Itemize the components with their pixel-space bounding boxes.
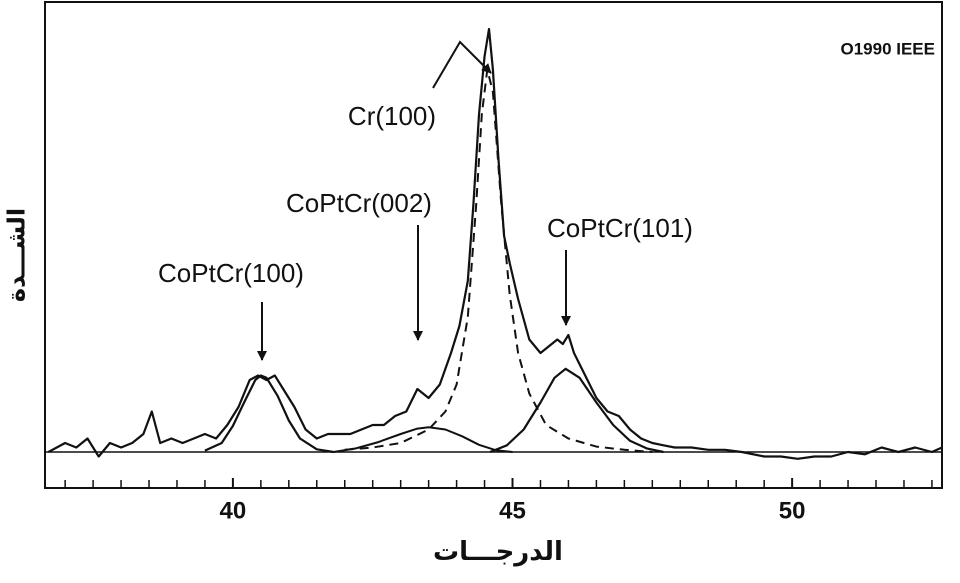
annotation: Cr(100) <box>348 101 436 131</box>
annotation: CoPtCr(100) <box>158 258 304 288</box>
x-tick-label: 40 <box>220 497 247 524</box>
copyright: O1990 IEEE <box>840 39 935 58</box>
y-axis-label: الشـــدة <box>3 208 30 302</box>
plot-frame <box>44 1 943 489</box>
x-tick-label: 50 <box>779 497 806 524</box>
data-line <box>204 374 334 454</box>
annotation-arrow <box>432 40 492 89</box>
data-line <box>333 426 513 453</box>
data-line <box>344 68 653 453</box>
x-tick-label: 45 <box>499 497 526 524</box>
data-line <box>47 27 943 460</box>
data-line <box>489 367 664 454</box>
annotation: CoPtCr(101) <box>547 213 693 243</box>
x-axis-label: الدرجـــات <box>433 536 563 566</box>
annotation: CoPtCr(002) <box>286 188 432 218</box>
